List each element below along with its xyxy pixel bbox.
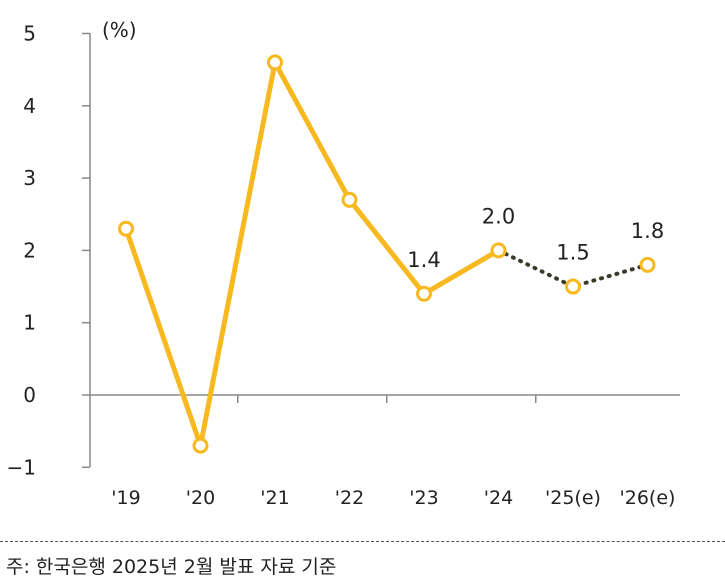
data-label: 1.5 xyxy=(556,241,589,265)
footnote-divider xyxy=(0,541,725,542)
x-tick-label: '25(e) xyxy=(545,487,601,509)
data-point xyxy=(118,220,134,237)
y-tick-label: 5 xyxy=(23,22,36,46)
data-label: 2.0 xyxy=(482,204,515,228)
y-tick-label: 3 xyxy=(23,166,36,190)
y-tick-label: −1 xyxy=(7,455,36,479)
data-point xyxy=(341,191,358,208)
data-point xyxy=(192,437,209,454)
y-tick-label: 4 xyxy=(23,94,36,118)
x-tick-label: '21 xyxy=(260,487,289,509)
data-point xyxy=(565,278,581,295)
y-tick-label: 0 xyxy=(23,383,36,407)
data-point xyxy=(490,242,507,259)
x-tick-label: '26(e) xyxy=(620,487,676,509)
x-tick-label: '24 xyxy=(484,487,513,509)
y-tick-label: 2 xyxy=(23,238,36,262)
data-point xyxy=(639,256,656,273)
series-line-actual xyxy=(123,59,501,449)
y-unit-label: (%) xyxy=(102,18,137,42)
y-tick-label: 1 xyxy=(23,311,36,335)
x-tick-label: '23 xyxy=(409,487,438,509)
x-tick-label: '19 xyxy=(111,487,140,509)
footnote: 주: 한국은행 2025년 2월 발표 자료 기준 xyxy=(6,556,337,578)
x-tick-label: '22 xyxy=(335,487,364,509)
x-tick-label: '20 xyxy=(186,487,215,509)
data-point xyxy=(416,285,432,302)
data-point xyxy=(267,54,283,71)
data-label: 1.8 xyxy=(631,219,664,243)
data-label: 1.4 xyxy=(407,248,440,272)
